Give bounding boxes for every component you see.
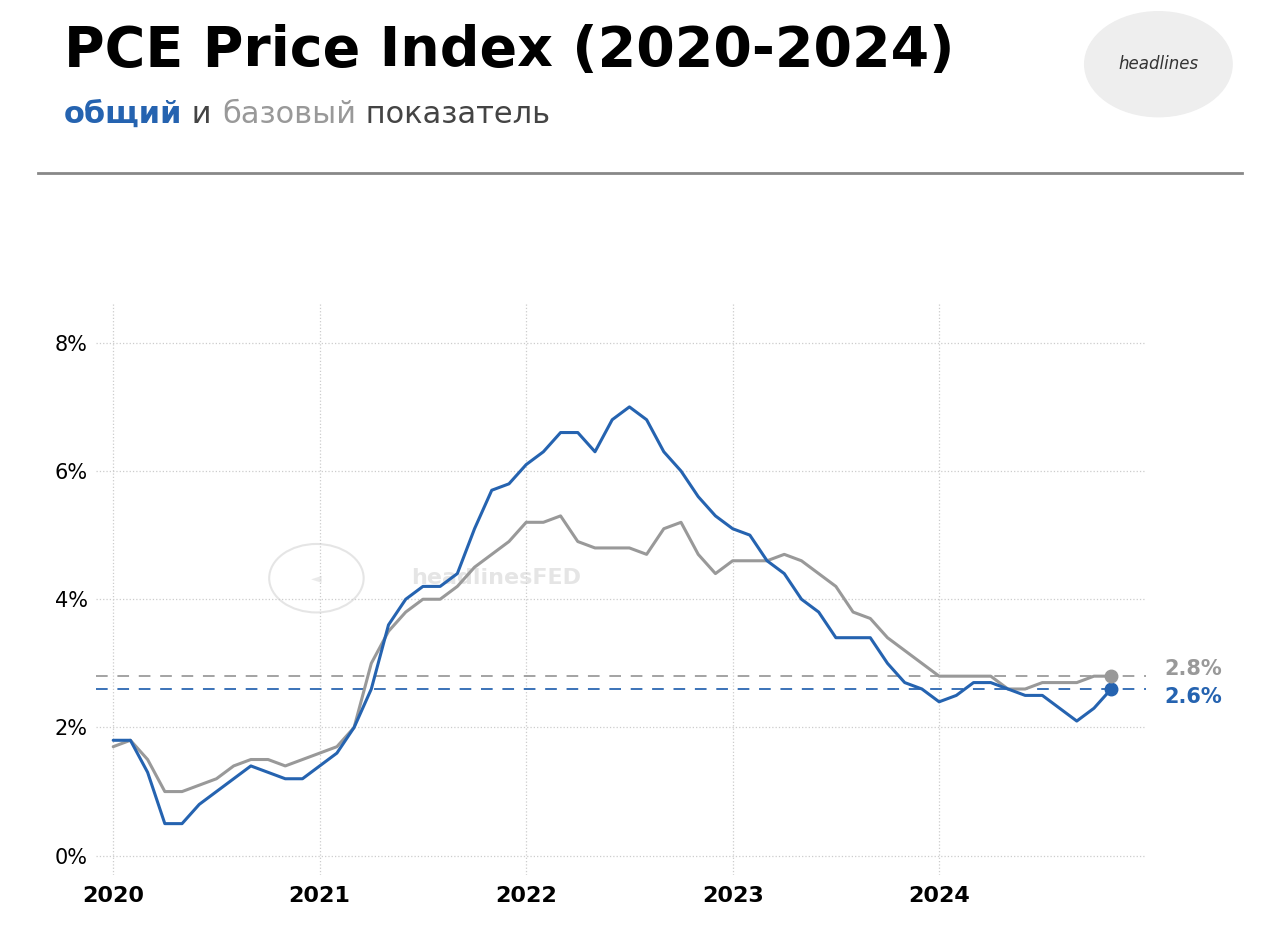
- Text: и: и: [183, 100, 221, 128]
- Text: headlines: headlines: [1119, 55, 1198, 73]
- Circle shape: [1084, 11, 1233, 117]
- Text: headlinesFED: headlinesFED: [411, 568, 581, 589]
- Text: PCE Price Index (2020-2024): PCE Price Index (2020-2024): [64, 24, 955, 78]
- Text: 2.8%: 2.8%: [1165, 658, 1222, 679]
- Text: 2.6%: 2.6%: [1165, 687, 1222, 707]
- Text: показатель: показатель: [356, 100, 550, 128]
- Text: базовый: базовый: [221, 100, 356, 128]
- Text: общий: общий: [64, 100, 183, 128]
- Text: ◄: ◄: [311, 572, 321, 585]
